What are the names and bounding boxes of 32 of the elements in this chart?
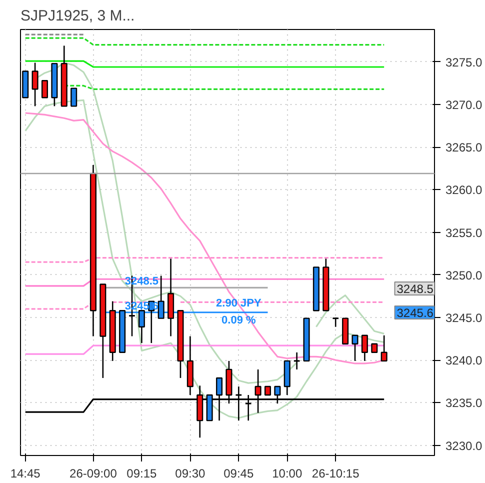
annotation: 0.09 % <box>222 314 256 326</box>
y-tick-label: 3270.0 <box>446 98 483 112</box>
text: 3248.5 <box>396 282 434 296</box>
x-tick-label: 26-09:00 <box>70 466 118 480</box>
x-tick-label: 10:00 <box>272 466 302 480</box>
candlestick <box>70 88 78 107</box>
x-tick-label: 09:15 <box>126 466 158 480</box>
y-tick-label: 3265.0 <box>446 140 483 155</box>
candlestick <box>32 62 38 107</box>
text: 3245.6 <box>396 306 434 320</box>
x-tick-label: 14:45 <box>10 466 41 480</box>
candlestick <box>361 334 368 362</box>
x-tick-label: 26-10:15 <box>312 466 360 480</box>
candlestick <box>352 334 358 362</box>
candlestick <box>332 318 340 328</box>
y-tick-label: 3250.0 <box>446 268 483 282</box>
annotation: 2.90 JPY <box>216 297 262 310</box>
x-tick-label: 09:45 <box>224 466 254 480</box>
y-tick-label: 3235.0 <box>446 396 483 410</box>
y-tick-label: 3255.0 <box>446 226 483 240</box>
x-tick-label: 09:30 <box>175 466 206 480</box>
y-tick-label: 3260.0 <box>446 183 483 198</box>
candlestick <box>158 275 164 319</box>
y-tick-label: 3240.0 <box>446 354 483 368</box>
candlestick <box>138 310 145 344</box>
candlestick <box>380 334 388 362</box>
y-tick-label: 3245.0 <box>446 310 483 325</box>
y-tick-label: 3230.0 <box>446 438 483 453</box>
chart-title: SJPJ1925, 3 M... <box>20 8 135 24</box>
candlestick <box>293 352 300 370</box>
y-tick-label: 3275.0 <box>446 55 483 70</box>
candlestick <box>41 80 48 98</box>
